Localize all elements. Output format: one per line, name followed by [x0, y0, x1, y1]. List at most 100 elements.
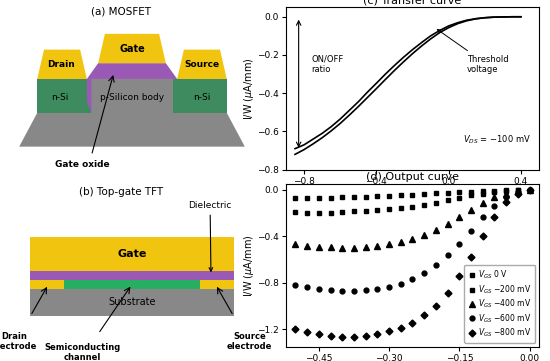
- $V_{GS}$ $-$200 mV: [480, 191, 486, 196]
- $V_{GS}$ $-$400 mV: [304, 243, 310, 248]
- $V_{GS}$ $-$200 mV: [292, 210, 299, 214]
- $V_{GS}$ 0 V: [491, 188, 498, 193]
- $V_{GS}$ 0 V: [503, 188, 509, 192]
- Polygon shape: [177, 50, 227, 79]
- Text: (a) MOSFET: (a) MOSFET: [91, 7, 151, 17]
- Polygon shape: [173, 79, 227, 113]
- $V_{GS}$ 0 V: [386, 193, 392, 198]
- $V_{GS}$ 0 V: [526, 188, 533, 192]
- $V_{GS}$ $-$400 mV: [444, 222, 451, 226]
- $V_{GS}$ $-$400 mV: [515, 189, 521, 193]
- $V_{GS}$ $-$400 mV: [468, 208, 474, 212]
- $V_{GS}$ $-$400 mV: [398, 240, 404, 244]
- $V_{GS}$ $-$400 mV: [386, 242, 392, 247]
- $V_{GS}$ $-$400 mV: [456, 215, 463, 219]
- $V_{GS}$ $-$400 mV: [374, 244, 381, 248]
- Polygon shape: [87, 79, 91, 113]
- Legend: $V_{GS}$ 0 V, $V_{GS}$ $-$200 mV, $V_{GS}$ $-$400 mV, $V_{GS}$ $-$600 mV, $V_{GS: $V_{GS}$ 0 V, $V_{GS}$ $-$200 mV, $V_{GS…: [464, 265, 535, 343]
- $V_{GS}$ $-$400 mV: [491, 195, 498, 200]
- $V_{GS}$ $-$200 mV: [515, 188, 521, 192]
- $V_{GS}$ $-$800 mV: [444, 291, 451, 295]
- $V_{GS}$ 0 V: [515, 188, 521, 192]
- $V_{GS}$ $-$400 mV: [339, 246, 345, 250]
- $V_{GS}$ $-$800 mV: [468, 255, 474, 259]
- Polygon shape: [98, 34, 166, 63]
- $V_{GS}$ $-$800 mV: [374, 332, 381, 336]
- $V_{GS}$ $-$800 mV: [491, 215, 498, 219]
- $V_{GS}$ $-$800 mV: [304, 330, 310, 334]
- $V_{GS}$ 0 V: [480, 189, 486, 193]
- $V_{GS}$ $-$200 mV: [409, 205, 416, 209]
- $V_{GS}$ $-$400 mV: [409, 237, 416, 242]
- $V_{GS}$ $-$400 mV: [503, 191, 509, 196]
- $V_{GS}$ $-$600 mV: [433, 263, 439, 267]
- $V_{GS}$ $-$600 mV: [374, 287, 381, 291]
- $V_{GS}$ $-$200 mV: [374, 208, 381, 212]
- $V_{GS}$ $-$600 mV: [351, 289, 358, 293]
- $V_{GS}$ $-$800 mV: [339, 335, 345, 339]
- $V_{GS}$ 0 V: [374, 194, 381, 199]
- $V_{GS}$ 0 V: [409, 192, 416, 197]
- $V_{GS}$ $-$600 mV: [398, 282, 404, 286]
- Text: Drain
electrode: Drain electrode: [0, 332, 37, 351]
- $V_{GS}$ $-$400 mV: [480, 201, 486, 205]
- Polygon shape: [87, 63, 177, 79]
- Line: $V_{GS}$ $-$800 mV: $V_{GS}$ $-$800 mV: [293, 187, 532, 339]
- Line: $V_{GS}$ $-$400 mV: $V_{GS}$ $-$400 mV: [293, 187, 532, 251]
- Polygon shape: [37, 79, 91, 113]
- $V_{GS}$ $-$600 mV: [421, 271, 427, 275]
- $V_{GS}$ $-$800 mV: [421, 313, 427, 318]
- $V_{GS}$ $-$600 mV: [409, 277, 416, 281]
- $V_{GS}$ $-$600 mV: [503, 195, 509, 200]
- $V_{GS}$ $-$800 mV: [327, 334, 334, 338]
- $V_{GS}$ $-$800 mV: [316, 332, 322, 336]
- Polygon shape: [64, 280, 200, 289]
- $V_{GS}$ $-$600 mV: [456, 242, 463, 246]
- $V_{GS}$ $-$800 mV: [456, 274, 463, 278]
- Polygon shape: [30, 237, 234, 271]
- $V_{GS}$ $-$400 mV: [526, 188, 533, 192]
- Text: Source
electrode: Source electrode: [227, 332, 272, 351]
- $V_{GS}$ 0 V: [421, 192, 427, 196]
- $V_{GS}$ $-$400 mV: [327, 245, 334, 249]
- $V_{GS}$ $-$200 mV: [491, 190, 498, 194]
- $V_{GS}$ $-$600 mV: [386, 284, 392, 289]
- Polygon shape: [37, 50, 87, 79]
- $V_{GS}$ $-$400 mV: [316, 245, 322, 249]
- $V_{GS}$ $-$600 mV: [480, 215, 486, 219]
- $V_{GS}$ $-$200 mV: [351, 209, 358, 214]
- $V_{GS}$ $-$200 mV: [304, 210, 310, 215]
- Text: Threshold
voltage: Threshold voltage: [437, 30, 508, 74]
- Line: $V_{GS}$ $-$200 mV: $V_{GS}$ $-$200 mV: [293, 187, 532, 215]
- $V_{GS}$ $-$600 mV: [327, 288, 334, 292]
- $V_{GS}$ 0 V: [339, 195, 345, 200]
- $V_{GS}$ 0 V: [316, 196, 322, 200]
- $V_{GS}$ 0 V: [351, 195, 358, 200]
- Line: $V_{GS}$ $-$600 mV: $V_{GS}$ $-$600 mV: [293, 187, 532, 293]
- Polygon shape: [195, 280, 234, 289]
- Y-axis label: I/W ($\mu$A/mm): I/W ($\mu$A/mm): [242, 234, 256, 297]
- Text: Drain: Drain: [47, 60, 75, 69]
- $V_{GS}$ $-$600 mV: [362, 288, 369, 292]
- $V_{GS}$ $-$600 mV: [444, 253, 451, 257]
- $V_{GS}$ $-$400 mV: [362, 245, 369, 249]
- Text: Substrate: Substrate: [108, 297, 156, 307]
- $V_{GS}$ $-$600 mV: [339, 289, 345, 293]
- $V_{GS}$ $-$400 mV: [292, 242, 299, 247]
- $V_{GS}$ $-$400 mV: [433, 228, 439, 232]
- $V_{GS}$ $-$800 mV: [292, 327, 299, 331]
- $V_{GS}$ 0 V: [327, 196, 334, 200]
- $V_{GS}$ $-$200 mV: [456, 196, 463, 200]
- Text: Gate: Gate: [117, 249, 147, 259]
- $V_{GS}$ $-$600 mV: [292, 283, 299, 287]
- $V_{GS}$ $-$600 mV: [468, 229, 474, 233]
- $V_{GS}$ 0 V: [362, 195, 369, 199]
- Polygon shape: [30, 280, 69, 289]
- $V_{GS}$ 0 V: [398, 193, 404, 197]
- $V_{GS}$ $-$200 mV: [316, 210, 322, 215]
- $V_{GS}$ $-$600 mV: [316, 287, 322, 291]
- $V_{GS}$ 0 V: [468, 190, 474, 194]
- Polygon shape: [91, 79, 173, 113]
- Polygon shape: [30, 289, 234, 316]
- $V_{GS}$ $-$800 mV: [503, 200, 509, 205]
